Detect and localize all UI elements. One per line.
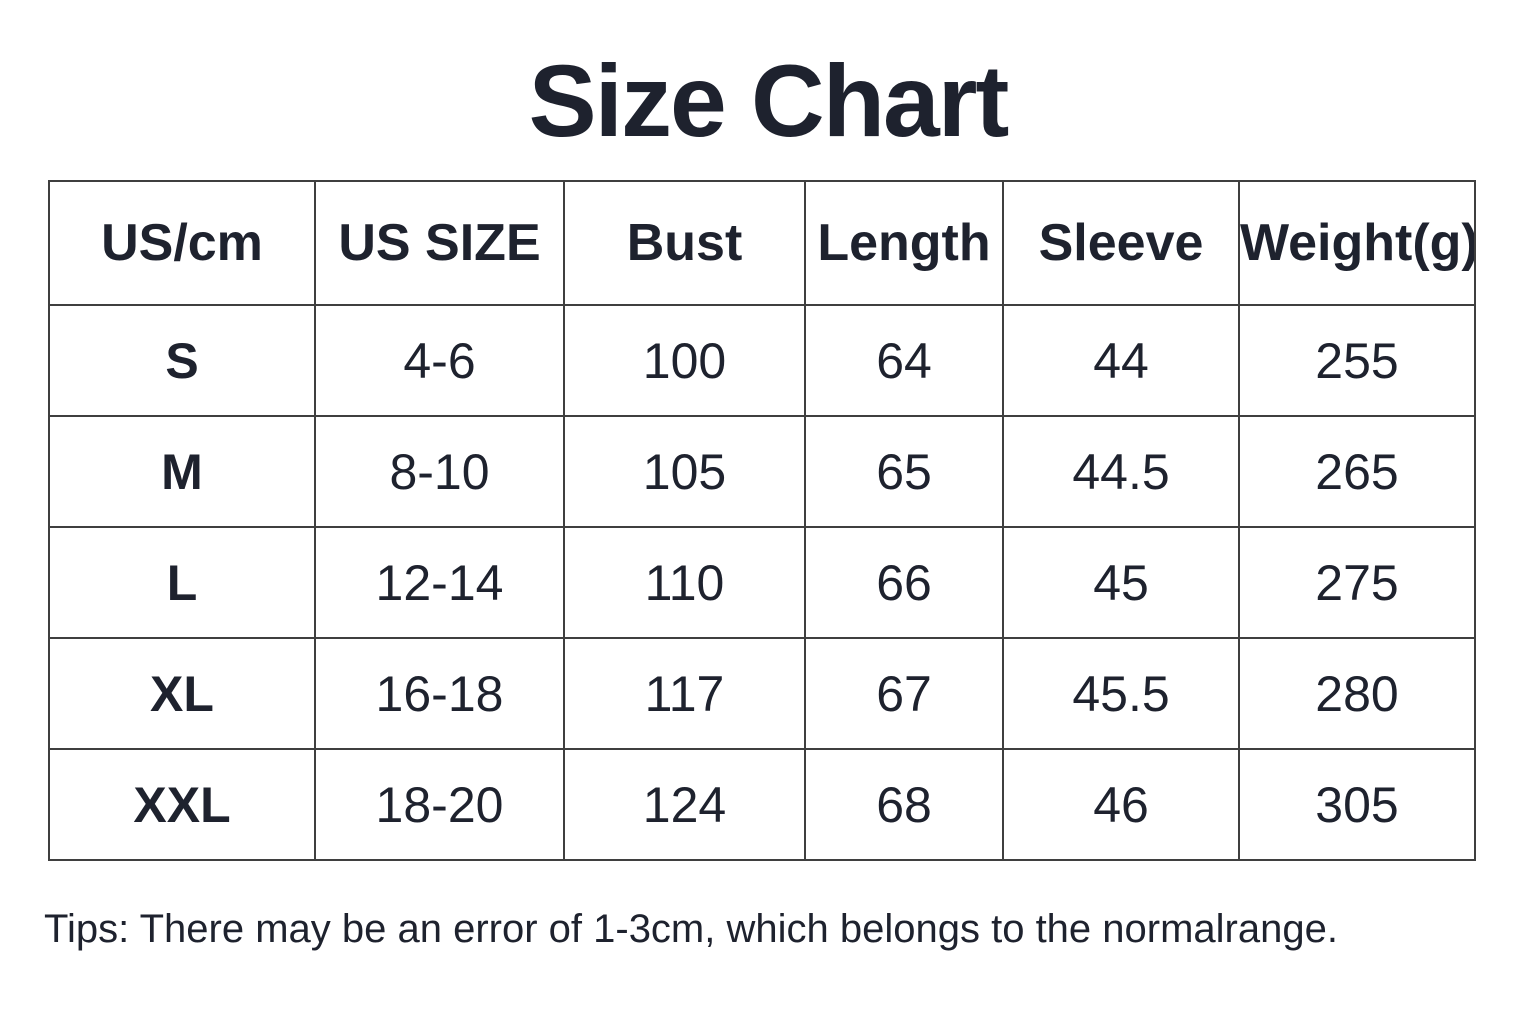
cell-weight: 255 <box>1238 304 1476 418</box>
cell-us-size: 16-18 <box>314 637 565 751</box>
cell-bust: 110 <box>563 526 806 640</box>
cell-weight: 305 <box>1238 748 1476 862</box>
cell-size: M <box>48 415 316 529</box>
table-row-xxl: XXL 18-20 124 68 46 305 <box>48 748 1476 862</box>
cell-size: XL <box>48 637 316 751</box>
cell-size: S <box>48 304 316 418</box>
cell-bust: 117 <box>563 637 806 751</box>
cell-us-size: 18-20 <box>314 748 565 862</box>
cell-size: L <box>48 526 316 640</box>
cell-sleeve: 45.5 <box>1002 637 1240 751</box>
cell-sleeve: 45 <box>1002 526 1240 640</box>
cell-length: 67 <box>804 637 1004 751</box>
cell-length: 66 <box>804 526 1004 640</box>
cell-bust: 100 <box>563 304 806 418</box>
cell-weight: 275 <box>1238 526 1476 640</box>
column-header-weight: Weight(g) <box>1238 180 1476 307</box>
column-header-sleeve: Sleeve <box>1002 180 1240 307</box>
column-header-us-cm: US/cm <box>48 180 316 307</box>
table-header-row: US/cm US SIZE Bust Length Sleeve Weight(… <box>48 180 1476 307</box>
cell-sleeve: 44.5 <box>1002 415 1240 529</box>
cell-sleeve: 44 <box>1002 304 1240 418</box>
cell-us-size: 8-10 <box>314 415 565 529</box>
table-body: S 4-6 100 64 44 255 M 8-10 105 65 44.5 2… <box>48 304 1476 862</box>
table-row-m: M 8-10 105 65 44.5 265 <box>48 415 1476 529</box>
cell-sleeve: 46 <box>1002 748 1240 862</box>
cell-size: XXL <box>48 748 316 862</box>
table-row-l: L 12-14 110 66 45 275 <box>48 526 1476 640</box>
cell-weight: 280 <box>1238 637 1476 751</box>
cell-length: 68 <box>804 748 1004 862</box>
column-header-length: Length <box>804 180 1004 307</box>
cell-length: 64 <box>804 304 1004 418</box>
page-title: Size Chart <box>528 44 1010 158</box>
table-row-xl: XL 16-18 117 67 45.5 280 <box>48 637 1476 751</box>
table-row-s: S 4-6 100 64 44 255 <box>48 304 1476 418</box>
cell-us-size: 12-14 <box>314 526 565 640</box>
cell-us-size: 4-6 <box>314 304 565 418</box>
cell-length: 65 <box>804 415 1004 529</box>
cell-weight: 265 <box>1238 415 1476 529</box>
tips-text: Tips: There may be an error of 1-3cm, wh… <box>44 907 1338 952</box>
column-header-us-size: US SIZE <box>314 180 565 307</box>
cell-bust: 124 <box>563 748 806 862</box>
column-header-bust: Bust <box>563 180 806 307</box>
cell-bust: 105 <box>563 415 806 529</box>
size-chart-table: US/cm US SIZE Bust Length Sleeve Weight(… <box>48 180 1476 862</box>
